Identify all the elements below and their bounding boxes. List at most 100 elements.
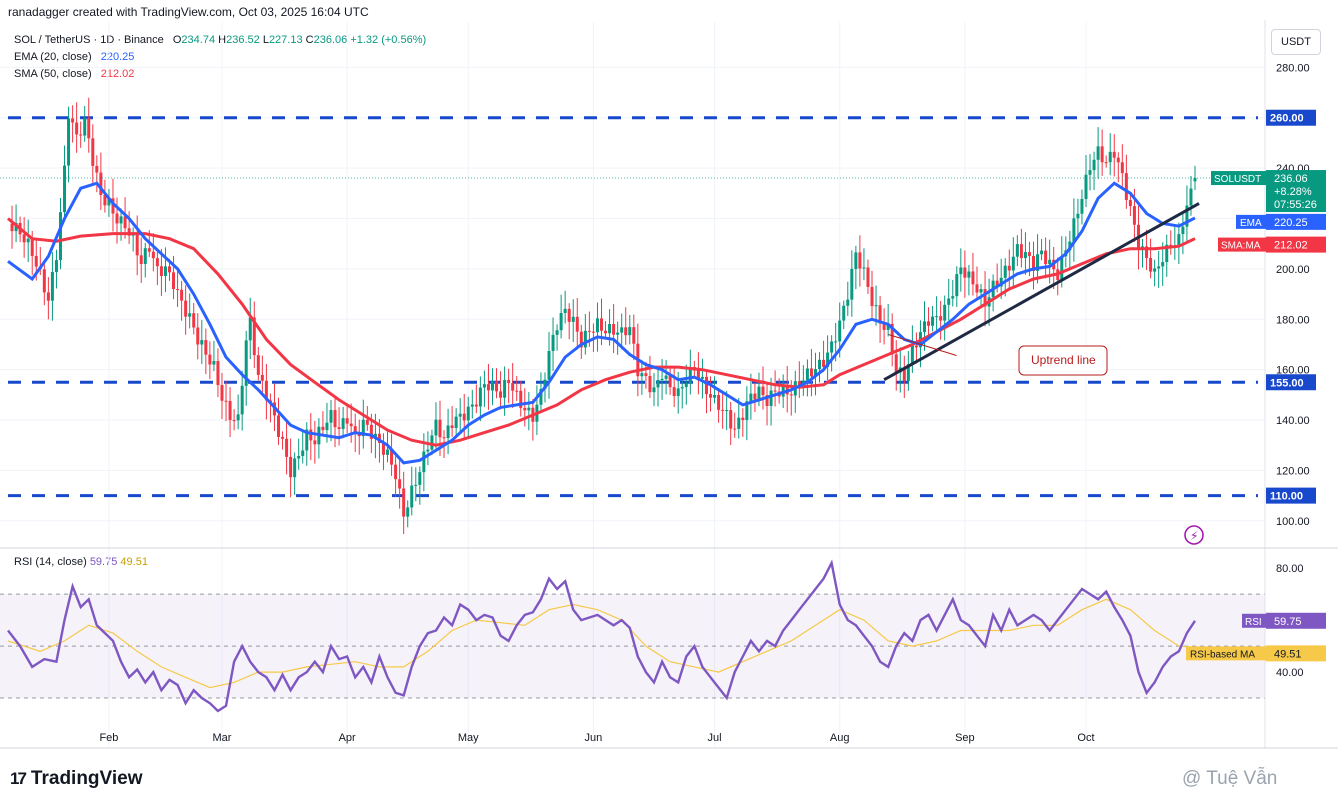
- candle-body: [434, 419, 438, 436]
- candle-body: [495, 380, 499, 392]
- candle-body: [361, 419, 365, 437]
- candle-body: [204, 340, 208, 355]
- level-tag-label: 260.00: [1270, 113, 1304, 125]
- x-tick-label: Oct: [1077, 732, 1094, 744]
- candle-body: [313, 440, 317, 445]
- candle-body: [894, 354, 898, 373]
- candle-body: [886, 323, 890, 330]
- candle-body: [999, 277, 1003, 287]
- candle-body: [1019, 244, 1023, 259]
- candle-body: [664, 375, 668, 379]
- annotations: Uptrend line ⚡: [883, 202, 1204, 545]
- candle-body: [1080, 198, 1084, 214]
- candle-body: [337, 427, 341, 429]
- candle-body: [547, 351, 551, 380]
- currency-unit-button[interactable]: USDT: [1271, 29, 1321, 55]
- symbol-title: SOL / TetherUS · 1D · Binance: [14, 34, 164, 46]
- candle-body: [684, 383, 688, 388]
- candle-body: [680, 387, 684, 389]
- candle-body: [797, 381, 801, 388]
- candle-body: [220, 385, 224, 401]
- candle-body: [87, 117, 91, 139]
- candle-body: [180, 289, 184, 301]
- candle-body: [700, 376, 704, 379]
- y-tick-label: 200.00: [1276, 264, 1310, 276]
- sma-label: SMA (50, close): [14, 68, 92, 80]
- candle-body: [325, 422, 329, 431]
- candle-body: [224, 400, 228, 402]
- candle-body: [818, 359, 822, 370]
- candle-body: [672, 387, 676, 397]
- candle-body: [555, 330, 559, 335]
- candle-body: [71, 118, 75, 123]
- candle-body: [761, 386, 765, 396]
- candle-body: [95, 165, 99, 173]
- solusdt-price-label: 236.06: [1274, 173, 1308, 185]
- candle-body: [414, 484, 418, 486]
- candle-body: [305, 429, 309, 451]
- candle-body: [232, 420, 236, 422]
- candle-body: [1161, 262, 1165, 267]
- candle-body: [119, 216, 123, 224]
- candle-body: [805, 368, 809, 381]
- rsi-legend[interactable]: RSI (14, close) 59.75 49.51: [14, 556, 148, 568]
- candle-body: [369, 424, 373, 439]
- candle-body: [931, 316, 935, 326]
- y-tick-label: 140.00: [1276, 415, 1310, 427]
- rsi-name-tag: [1242, 613, 1266, 628]
- price-tags: 260.00 155.00 110.00 SOLUSDT 236.06+8.28%07:…: [1186, 109, 1326, 662]
- candle-body: [30, 238, 34, 256]
- x-tick-label: Mar: [213, 732, 232, 744]
- candle-body: [1076, 213, 1080, 219]
- candle-body: [248, 317, 252, 341]
- x-tick-label: Feb: [99, 732, 118, 744]
- x-tick-label: Sep: [955, 732, 975, 744]
- candle-body: [285, 438, 289, 457]
- change-value: +1.32 (+0.56%): [350, 34, 427, 46]
- candle-body: [10, 223, 14, 232]
- sma-price-label: 212.02: [1274, 240, 1308, 252]
- candle-body: [870, 286, 874, 307]
- candle-body: [644, 373, 648, 377]
- open-label: O: [172, 34, 182, 46]
- candle-body: [151, 251, 155, 259]
- candle-body: [200, 340, 204, 345]
- y-tick-label: 120.00: [1276, 465, 1310, 477]
- candle-body: [450, 425, 454, 428]
- candle-body: [616, 332, 620, 335]
- candle-body: [503, 379, 507, 398]
- candle-body: [975, 284, 979, 293]
- attribution-text: ranadagger created with TradingView.com,…: [8, 5, 369, 19]
- uptrend-callout-pointer: [888, 334, 957, 357]
- tradingview-logo[interactable]: 17 TradingView: [10, 768, 143, 790]
- candle-body: [438, 419, 442, 438]
- candle-body: [745, 401, 749, 421]
- candle-body: [58, 212, 62, 261]
- candle-body: [329, 410, 333, 423]
- candles: [10, 97, 1197, 535]
- ema-label: EMA (20, close): [14, 51, 92, 63]
- candle-body: [551, 334, 555, 352]
- candle-body: [910, 345, 914, 365]
- tradingview-logo-text: TradingView: [30, 768, 143, 789]
- candle-body: [567, 308, 571, 322]
- candle-body: [442, 437, 446, 439]
- candle-body: [704, 376, 708, 395]
- candle-body: [377, 433, 381, 443]
- candle-body: [1181, 226, 1185, 235]
- candle-body: [587, 330, 591, 332]
- candle-body: [757, 386, 761, 400]
- y-tick-label: 160.00: [1276, 365, 1310, 377]
- candle-body: [490, 380, 494, 391]
- candle-body: [773, 390, 777, 392]
- candle-body: [656, 380, 660, 388]
- candle-body: [1007, 265, 1011, 271]
- candle-body: [1084, 174, 1088, 199]
- candle-body: [349, 423, 353, 427]
- candle-body: [333, 410, 337, 428]
- candle-body: [838, 320, 842, 342]
- level-tag: [1266, 109, 1316, 126]
- candle-body: [470, 404, 474, 407]
- candle-body: [507, 379, 511, 384]
